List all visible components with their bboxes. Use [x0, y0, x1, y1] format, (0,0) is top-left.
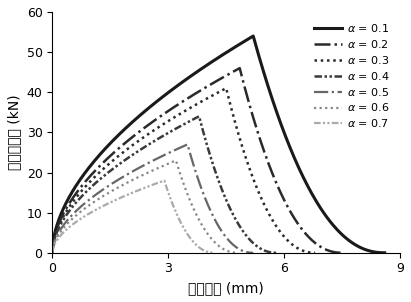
$\alpha$ = 0.3	[210, 93, 215, 97]
$\alpha$ = 0.7	[197, 246, 202, 250]
$\alpha$ = 0.7	[146, 185, 151, 188]
$\alpha$ = 0.1	[251, 34, 256, 38]
Y-axis label: 实测外荷载 (kN): 实测外荷载 (kN)	[7, 95, 21, 170]
$\alpha$ = 0.1	[331, 224, 336, 227]
$\alpha$ = 0.2	[319, 246, 324, 249]
$\alpha$ = 0.3	[205, 96, 210, 100]
$\alpha$ = 0.4	[274, 251, 279, 255]
$\alpha$ = 0.6	[218, 246, 223, 249]
$\alpha$ = 0.4	[183, 121, 188, 125]
$\alpha$ = 0.1	[51, 239, 56, 242]
$\alpha$ = 0.7	[50, 247, 55, 251]
$\alpha$ = 0.3	[206, 96, 211, 99]
Line: $\alpha$ = 0.7: $\alpha$ = 0.7	[52, 181, 215, 253]
$\alpha$ = 0.6	[51, 246, 55, 249]
$\alpha$ = 0.7	[162, 179, 167, 182]
$\alpha$ = 0.4	[51, 243, 55, 247]
$\alpha$ = 0.2	[279, 192, 284, 196]
$\alpha$ = 0.4	[187, 120, 192, 123]
$\alpha$ = 0.7	[212, 251, 217, 255]
X-axis label: 实测位移 (mm): 实测位移 (mm)	[188, 281, 264, 295]
$\alpha$ = 0.2	[237, 66, 242, 70]
$\alpha$ = 0.1	[247, 36, 252, 40]
$\alpha$ = 0.5	[173, 148, 178, 152]
$\alpha$ = 0.3	[51, 242, 55, 246]
$\alpha$ = 0.6	[236, 251, 240, 255]
$\alpha$ = 0.5	[51, 245, 55, 249]
$\alpha$ = 0.4	[254, 244, 259, 247]
$\alpha$ = 0.5	[220, 230, 225, 234]
$\alpha$ = 0.5	[170, 149, 175, 153]
$\alpha$ = 0.7	[149, 183, 154, 187]
$\alpha$ = 0.4	[240, 228, 245, 231]
$\alpha$ = 0.5	[251, 251, 256, 255]
$\alpha$ = 0.3	[313, 251, 318, 255]
Line: $\alpha$ = 0.2: $\alpha$ = 0.2	[52, 68, 342, 253]
$\alpha$ = 0.5	[50, 251, 55, 255]
$\alpha$ = 0.3	[50, 251, 55, 255]
$\alpha$ = 0.1	[254, 46, 259, 50]
$\alpha$ = 0.3	[272, 222, 277, 225]
$\alpha$ = 0.7	[187, 235, 192, 239]
Line: $\alpha$ = 0.6: $\alpha$ = 0.6	[52, 160, 238, 253]
$\alpha$ = 0.2	[167, 108, 172, 112]
$\alpha$ = 0.2	[50, 251, 55, 255]
$\alpha$ = 0.5	[185, 143, 190, 146]
$\alpha$ = 0.5	[233, 245, 238, 248]
$\alpha$ = 0.4	[196, 114, 201, 118]
$\alpha$ = 0.7	[50, 251, 55, 255]
$\alpha$ = 0.6	[207, 234, 212, 237]
$\alpha$ = 0.6	[159, 165, 164, 168]
$\alpha$ = 0.6	[160, 164, 165, 168]
Line: $\alpha$ = 0.3: $\alpha$ = 0.3	[52, 88, 315, 253]
Line: $\alpha$ = 0.4: $\alpha$ = 0.4	[52, 116, 277, 253]
$\alpha$ = 0.1	[352, 243, 357, 246]
Line: $\alpha$ = 0.5: $\alpha$ = 0.5	[52, 144, 253, 253]
$\alpha$ = 0.2	[249, 109, 254, 113]
$\alpha$ = 0.3	[289, 242, 294, 246]
$\alpha$ = 0.3	[224, 86, 229, 90]
$\alpha$ = 0.4	[50, 251, 55, 255]
$\alpha$ = 0.6	[173, 159, 178, 162]
$\alpha$ = 0.5	[169, 150, 174, 153]
Legend: $\alpha$ = 0.1, $\alpha$ = 0.2, $\alpha$ = 0.3, $\alpha$ = 0.4, $\alpha$ = 0.5, : $\alpha$ = 0.1, $\alpha$ = 0.2, $\alpha$…	[309, 18, 395, 134]
$\alpha$ = 0.1	[246, 37, 251, 40]
$\alpha$ = 0.2	[339, 251, 344, 255]
$\alpha$ = 0.2	[295, 222, 300, 225]
$\alpha$ = 0.4	[182, 122, 187, 126]
$\alpha$ = 0.7	[145, 185, 150, 188]
$\alpha$ = 0.2	[176, 102, 181, 106]
$\alpha$ = 0.1	[382, 251, 387, 255]
$\alpha$ = 0.6	[163, 163, 168, 167]
$\alpha$ = 0.6	[50, 251, 55, 255]
Line: $\alpha$ = 0.1: $\alpha$ = 0.1	[52, 36, 385, 253]
$\alpha$ = 0.1	[50, 251, 55, 255]
